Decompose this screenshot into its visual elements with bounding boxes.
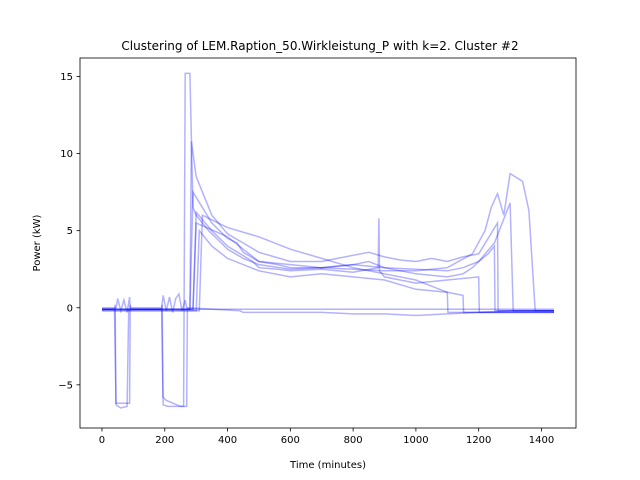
x-tick-label: 200: [155, 435, 174, 446]
x-axis-label: Time (minutes): [289, 460, 366, 471]
x-tick-label: 800: [344, 435, 363, 446]
series-line: [102, 189, 554, 312]
series-line: [102, 72, 554, 409]
series-line: [102, 202, 554, 312]
x-tick-label: 1000: [403, 435, 428, 446]
series-layer: [102, 72, 554, 409]
series-line: [102, 304, 554, 408]
chart-title: Clustering of LEM.Raption_50.Wirkleistun…: [121, 39, 518, 53]
series-line: [102, 214, 554, 314]
y-tick-label: 15: [60, 72, 73, 83]
y-axis-label: Power (kW): [32, 214, 43, 271]
series-line: [102, 291, 554, 317]
series-line: [102, 141, 554, 312]
series-line: [102, 210, 554, 314]
x-tick-label: 400: [218, 435, 237, 446]
plot-frame: [79, 57, 577, 429]
x-axis: 0 200 400 600 800 1000 1200 1400: [99, 428, 554, 446]
y-tick-label: 10: [60, 149, 73, 160]
x-tick-label: 1200: [466, 435, 491, 446]
y-tick-label: 5: [67, 226, 73, 237]
y-tick-label: −5: [58, 380, 73, 391]
y-axis: −5 0 5 10 15: [58, 72, 80, 391]
x-tick-label: 0: [99, 435, 105, 446]
x-tick-label: 600: [281, 435, 300, 446]
x-tick-label: 1400: [529, 435, 554, 446]
y-tick-label: 0: [67, 303, 73, 314]
series-line: [102, 228, 554, 314]
